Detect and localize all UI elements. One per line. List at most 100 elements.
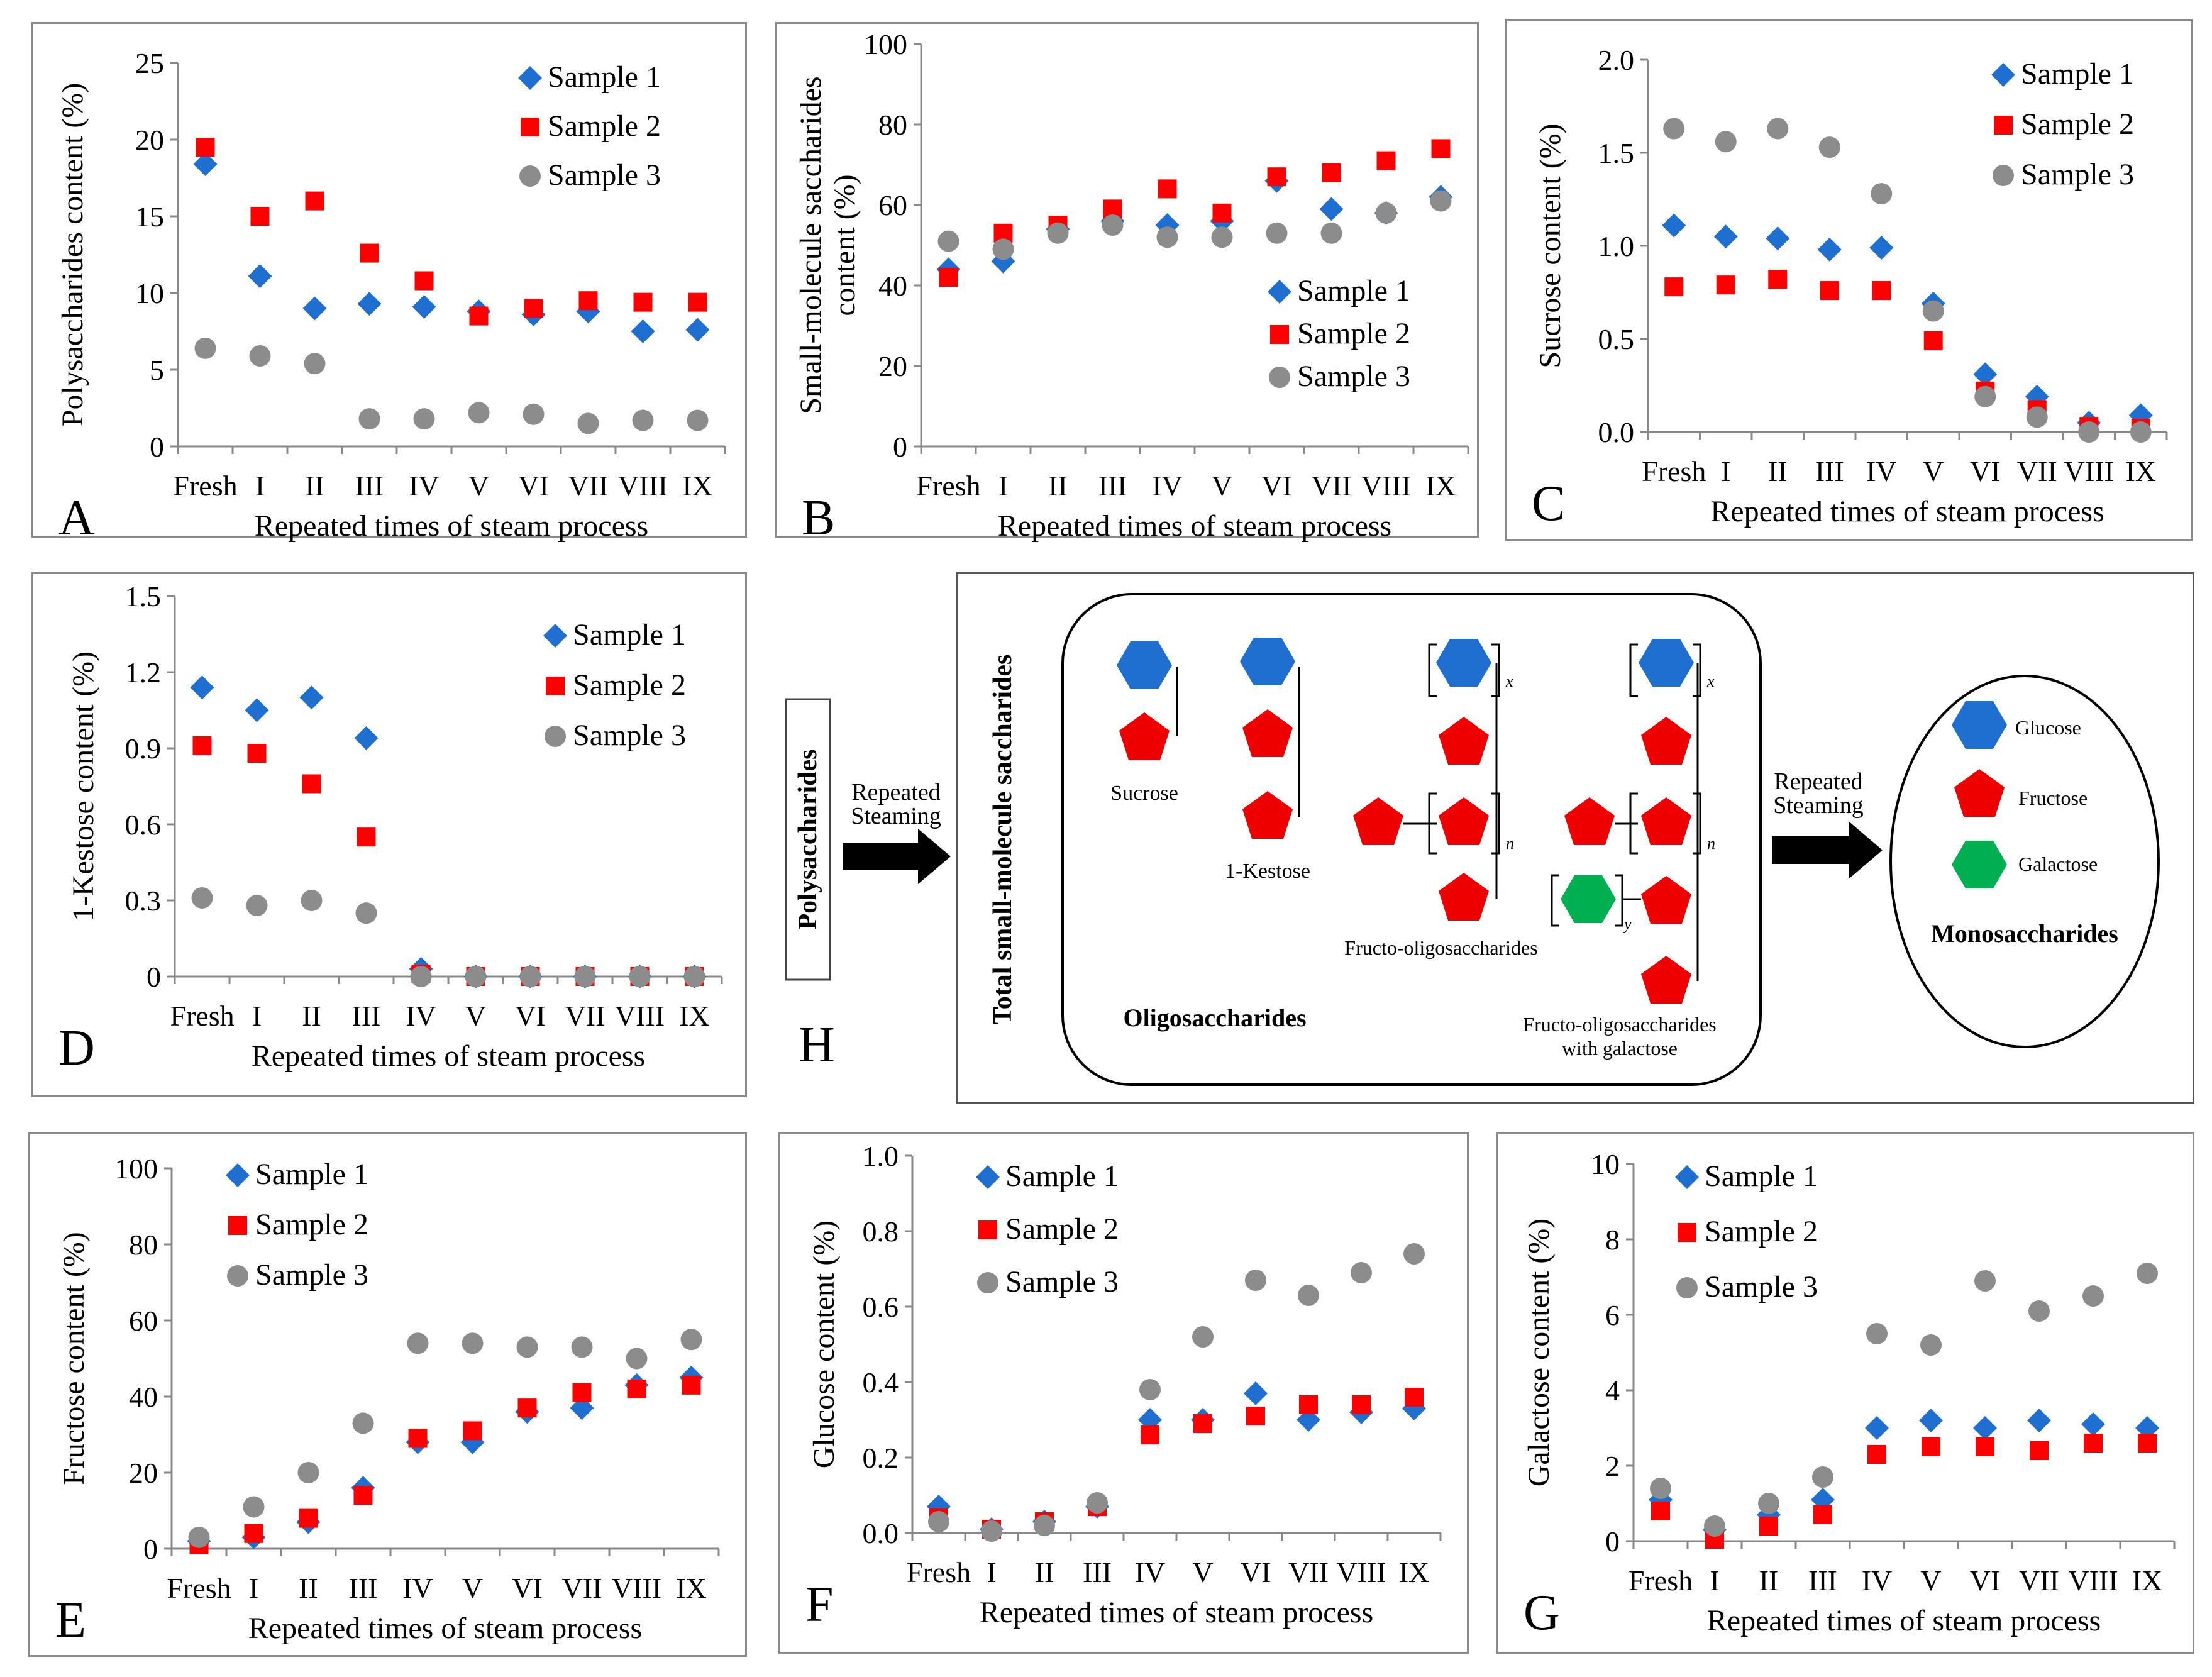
series-sample-3	[1650, 1263, 2158, 1537]
data-point	[2030, 1441, 2049, 1460]
data-point	[1087, 1492, 1108, 1514]
data-point	[572, 1383, 592, 1402]
series-sample-3	[1663, 118, 2152, 443]
y-tick-label: 0	[147, 961, 161, 993]
y-axis-label: Sucrose content (%)	[1534, 123, 1567, 368]
y-tick-label: 0.2	[863, 1442, 899, 1474]
x-tick-label: I	[252, 1000, 262, 1032]
legend-marker	[543, 624, 567, 648]
data-point	[571, 1336, 593, 1358]
legend-label: Sample 2	[573, 668, 686, 702]
data-point	[196, 138, 215, 157]
legend: Sample 1 Sample 2 Sample 3	[1268, 274, 1410, 393]
x-tick-label: IV	[1862, 1564, 1893, 1597]
data-point	[1758, 1493, 1779, 1514]
x-tick-label: VI	[518, 470, 549, 502]
legend-label: Sample 3	[255, 1258, 368, 1292]
data-point	[626, 1348, 648, 1370]
data-point	[2081, 1412, 2105, 1436]
y-tick-label: 20	[129, 1457, 158, 1489]
panel-e: 0 20 40 60 80 100 Fresh I II III IV V VI VII VIII IX Rep…	[28, 1132, 747, 1657]
data-point	[414, 271, 434, 291]
x-tick-label: IV	[406, 1000, 436, 1032]
legend-label: Sample 2	[1705, 1215, 1818, 1248]
data-point	[517, 1398, 537, 1418]
data-point	[410, 966, 432, 987]
series-sample-2	[929, 1388, 1424, 1539]
y-tick-label: 60	[878, 189, 907, 221]
legend-marker	[1268, 280, 1291, 304]
y-axis-label: 1-Kestose content (%)	[67, 651, 100, 921]
polysaccharides-label: Polysaccharides	[794, 750, 822, 930]
x-tick-label: I	[998, 470, 1008, 502]
data-point	[928, 1511, 949, 1532]
data-point	[1246, 1407, 1265, 1425]
x-tick-label: II	[302, 1000, 321, 1032]
series-sample-2	[939, 139, 1451, 287]
data-point	[1352, 1395, 1371, 1414]
data-point	[629, 966, 651, 987]
y-tick-label: 0.0	[863, 1517, 899, 1549]
data-point	[1651, 1502, 1670, 1520]
x-tick-label: VII	[2019, 1564, 2059, 1597]
x-tick-label: VII	[1312, 470, 1352, 502]
x-tick-label: VII	[568, 470, 609, 502]
x-tick-label: III	[349, 1572, 378, 1604]
y-axis-label: Galactose content (%)	[1522, 1219, 1556, 1486]
y-tick-label: 2.0	[1598, 44, 1635, 76]
y-tick-label: 100	[864, 28, 907, 60]
series-sample-3	[191, 887, 705, 987]
data-point	[353, 1486, 373, 1505]
series-sample-2	[192, 736, 704, 986]
x-axis-label: Repeated times of steam process	[252, 1039, 645, 1073]
series-sample-2	[1651, 1434, 2157, 1549]
data-point	[1319, 197, 1344, 221]
x-tick-label: II	[299, 1572, 318, 1604]
x-tick-label: VI	[1261, 470, 1292, 502]
x-tick-label: VIII	[2064, 455, 2114, 487]
legend-marker	[1675, 1165, 1699, 1189]
y-tick-label: 10	[135, 277, 164, 309]
data-point	[1820, 281, 1839, 301]
y-tick-label: 0.9	[125, 733, 162, 765]
panel-label: F	[805, 1577, 834, 1632]
data-point	[1768, 270, 1788, 289]
data-point	[937, 230, 959, 252]
legend-marker	[521, 118, 539, 136]
data-point	[1812, 1466, 1833, 1488]
data-point	[1866, 1323, 1888, 1344]
x-tick-label: II	[1768, 455, 1788, 487]
data-point	[408, 1429, 428, 1448]
x-tick-label: VIII	[2068, 1564, 2118, 1597]
legend-marker	[1676, 1277, 1698, 1298]
x-tick-label: V	[468, 470, 489, 502]
x-tick-label: IX	[682, 470, 713, 502]
x-tick-label: I	[987, 1556, 996, 1588]
data-point	[1704, 1515, 1725, 1537]
x-tick-label: Fresh	[1629, 1564, 1693, 1597]
data-point	[1431, 139, 1451, 158]
x-tick-label: III	[1098, 470, 1127, 502]
data-point	[1973, 362, 1998, 387]
series-sample-3	[194, 337, 709, 434]
data-point	[1322, 163, 1341, 182]
data-point	[939, 268, 958, 287]
data-point	[1923, 331, 1943, 350]
data-point	[249, 345, 271, 367]
data-point	[301, 890, 323, 911]
series-sample-1	[187, 1365, 704, 1553]
legend-marker	[1270, 325, 1289, 344]
data-point	[2028, 1300, 2050, 1322]
data-point	[519, 966, 541, 987]
panel-c: 0.0 0.5 1.0 1.5 2.0 Fresh I II III IV V VI VII VIII IX…	[1505, 19, 2193, 541]
x-tick-label: II	[1035, 1556, 1054, 1588]
arrow1-label-line1: Repeated	[851, 779, 940, 805]
panel-d: 0 0.3 0.6 0.9 1.2 1.5 Fresh I II III IV V VI VII VIII I…	[31, 572, 747, 1097]
y-tick-label: 80	[129, 1229, 158, 1261]
x-tick-label: I	[1710, 1564, 1719, 1597]
y-tick-label: 40	[129, 1381, 158, 1413]
x-tick-label: VI	[1970, 455, 2001, 487]
data-point	[1375, 202, 1397, 224]
x-tick-label: I	[249, 1572, 258, 1604]
